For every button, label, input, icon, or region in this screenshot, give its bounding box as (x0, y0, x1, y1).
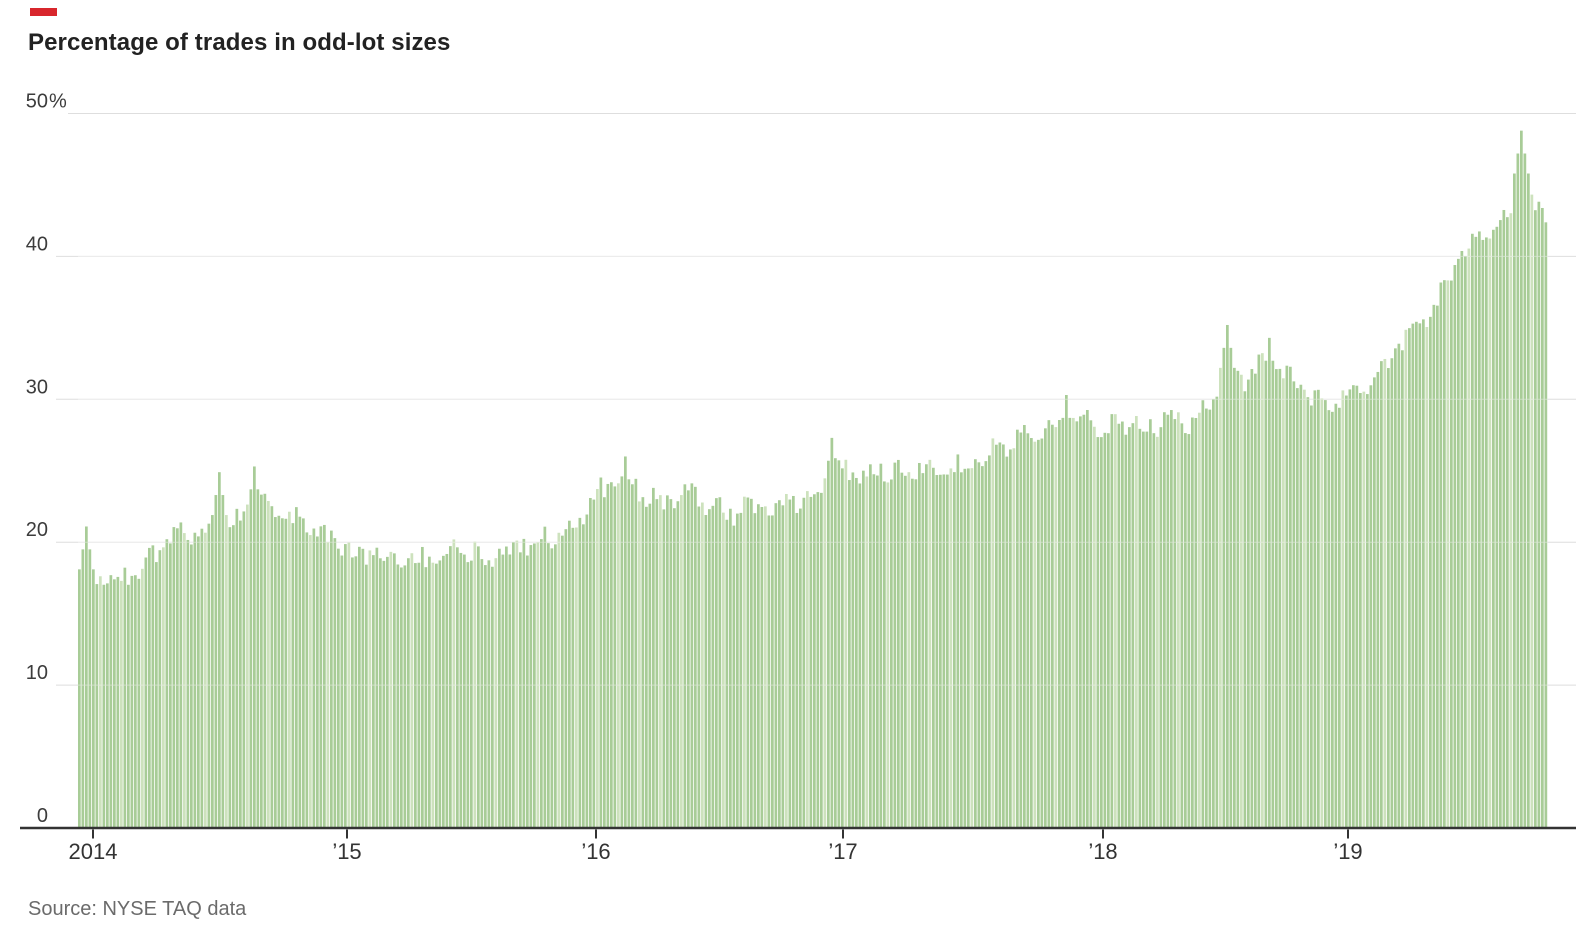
chart-title: Percentage of trades in odd-lot sizes (28, 29, 451, 56)
svg-text:’19: ’19 (1333, 839, 1362, 864)
svg-text:20: 20 (26, 519, 48, 541)
brand-accent-dash (30, 8, 57, 16)
svg-text:’16: ’16 (581, 839, 610, 864)
svg-text:2014: 2014 (69, 839, 118, 864)
source-note: Source: NYSE TAQ data (28, 898, 247, 920)
svg-text:10: 10 (26, 662, 48, 684)
svg-text:0: 0 (37, 805, 48, 827)
y-axis-labels: 0 10 20 30 40 50% (26, 91, 67, 828)
svg-text:’15: ’15 (332, 839, 361, 864)
svg-text:30: 30 (26, 376, 48, 398)
x-axis-labels: 2014 ’15 ’16 ’17 ’18 ’19 (69, 839, 1363, 864)
svg-text:’17: ’17 (828, 839, 857, 864)
svg-text:%: % (49, 91, 67, 113)
bars-series (78, 130, 1548, 829)
svg-text:40: 40 (26, 233, 48, 255)
svg-text:’18: ’18 (1088, 839, 1117, 864)
svg-text:50: 50 (26, 91, 48, 113)
gridline-overlay (78, 255, 1548, 686)
x-axis (20, 826, 1576, 839)
